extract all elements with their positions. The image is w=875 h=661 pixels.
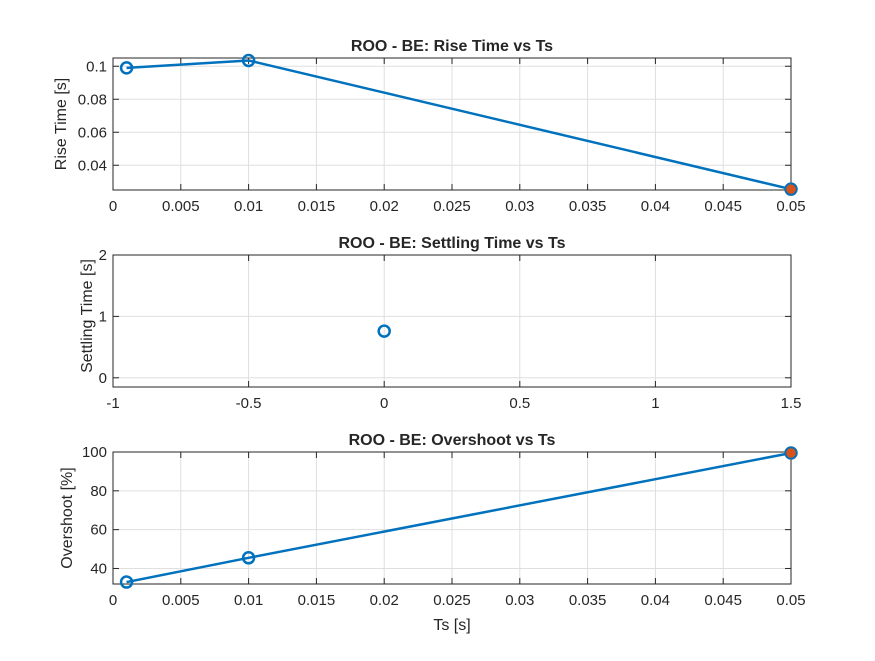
data-point [377, 324, 391, 338]
subplot-overshoot: ROO - BE: Overshoot vs Ts Overshoot [%] … [59, 432, 806, 634]
x-tick-label: 0.5 [509, 395, 530, 412]
axes-settling-time: -1 -0.5 0 0.5 1 1.5 0 1 2 [99, 247, 802, 412]
subplot-settling-time: ROO - BE: Settling Time vs Ts Settling T… [79, 235, 801, 412]
axes-box [112, 254, 792, 388]
x-tick-label: 1 [651, 395, 659, 412]
x-tick-label: 0 [109, 198, 117, 215]
y-axis-label: Rise Time [s] [53, 78, 70, 170]
plot-area [113, 255, 791, 387]
x-tick-label: 0 [109, 592, 117, 609]
plot-title: ROO - BE: Settling Time vs Ts [339, 235, 566, 252]
y-tick-label: 40 [90, 560, 107, 577]
series-line [126, 59, 792, 191]
y-axis-label: Overshoot [%] [59, 467, 76, 568]
y-tick-label: 0 [99, 370, 107, 387]
x-tick-label: 0.035 [569, 592, 607, 609]
data-point [241, 551, 256, 565]
x-tick-label: 0.005 [162, 198, 200, 215]
x-tick-label: 0.025 [433, 198, 471, 215]
plot-title: ROO - BE: Rise Time vs Ts [351, 38, 553, 55]
x-tick-label: 0.015 [298, 198, 336, 215]
x-axis-label: Ts [s] [433, 617, 470, 634]
x-tick-label: 0.04 [641, 198, 670, 215]
y-tick-label: 60 [90, 522, 107, 539]
x-tick-label: 0.005 [162, 592, 200, 609]
x-tick-label: 1.5 [781, 395, 802, 412]
x-tick-label: 0.045 [704, 198, 742, 215]
y-tick-label: 2 [99, 247, 107, 264]
x-tick-label: 0.01 [234, 592, 263, 609]
x-tick-label: 0.015 [298, 592, 336, 609]
highlight-point-ring [784, 446, 798, 460]
x-tick-label: 0.02 [370, 592, 399, 609]
x-tick-label: 0.05 [776, 198, 805, 215]
plot-title: ROO - BE: Overshoot vs Ts [349, 432, 556, 449]
y-axis-label: Settling Time [s] [79, 259, 96, 373]
axes-rise-time: 0 0.005 0.01 0.015 0.02 0.025 0.03 0.035 0.04 0.0… [78, 53, 806, 215]
subplot-rise-time: ROO - BE: Rise Time vs Ts Rise Time [s] … [53, 38, 806, 215]
y-tick-label: 0.08 [78, 91, 107, 108]
y-tick-label: 0.1 [86, 58, 107, 75]
x-tick-label: 0.01 [234, 198, 263, 215]
y-tick-label: 0.06 [78, 124, 107, 141]
x-tick-label: 0.025 [433, 592, 471, 609]
x-tick-label: 0.03 [505, 198, 534, 215]
x-tick-label: 0.03 [505, 592, 534, 609]
highlight-point-ring [784, 182, 798, 196]
axes-overshoot: 0 0.005 0.01 0.015 0.02 0.025 0.03 0.035 0.04 0.0… [82, 444, 806, 609]
x-tick-label: 0.05 [776, 592, 805, 609]
y-tick-label: 0.04 [78, 157, 107, 174]
x-tick-label: 0.04 [641, 592, 670, 609]
x-tick-label: 0 [380, 395, 388, 412]
data-point [119, 61, 134, 75]
x-tick-label: 0.02 [370, 198, 399, 215]
y-tick-label: 100 [82, 444, 107, 461]
data-point [241, 53, 256, 68]
x-tick-label: -0.5 [236, 395, 262, 412]
series-line [126, 451, 792, 584]
data-point [119, 575, 134, 589]
y-tick-label: 80 [90, 483, 107, 500]
x-tick-label: 0.035 [569, 198, 607, 215]
y-tick-label: 1 [99, 308, 107, 325]
x-tick-label: 0.045 [704, 592, 742, 609]
x-tick-label: -1 [106, 395, 119, 412]
